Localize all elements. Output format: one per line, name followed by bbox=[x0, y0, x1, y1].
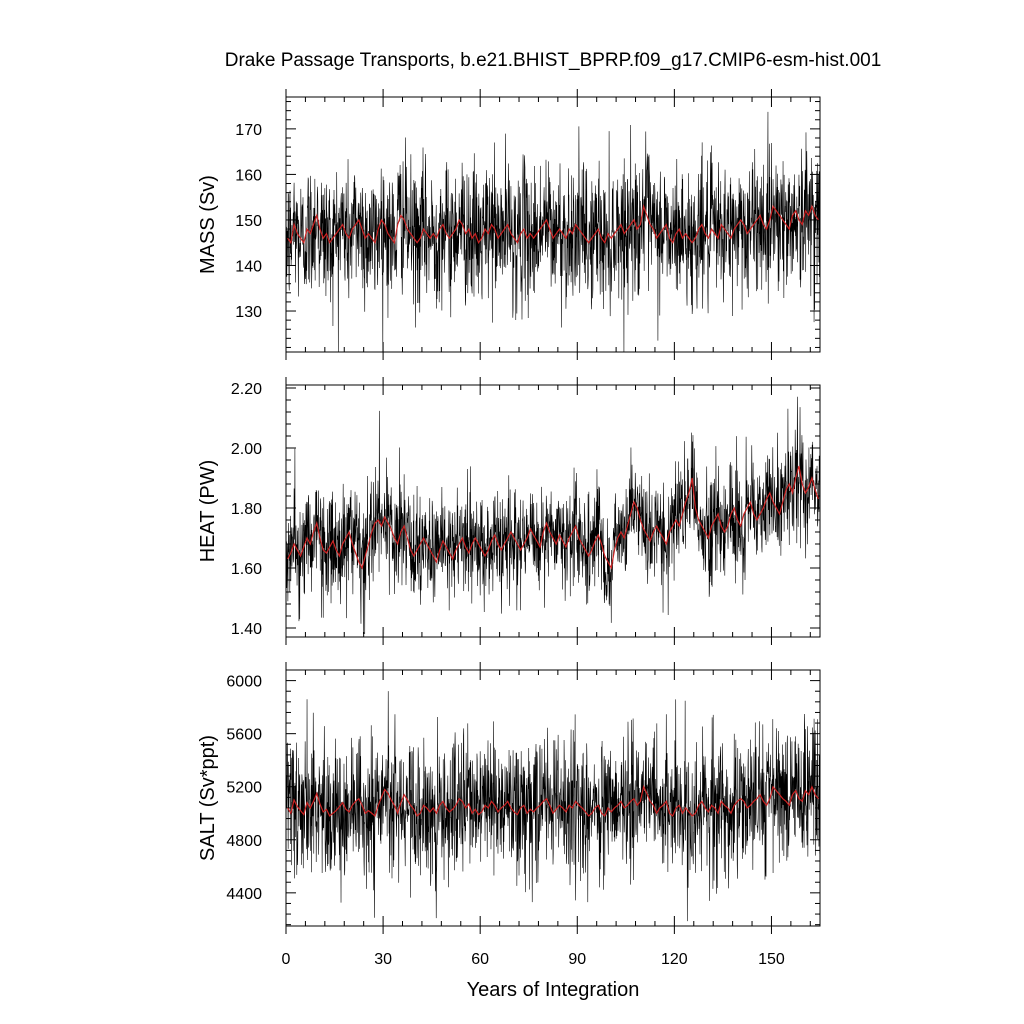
y-tick-label: 6000 bbox=[226, 674, 262, 691]
y-axis-title: SALT (Sv*ppt) bbox=[197, 735, 219, 861]
y-tick-label: 1.80 bbox=[231, 501, 262, 518]
x-tick-label: 90 bbox=[568, 951, 586, 968]
y-tick-label: 5600 bbox=[226, 727, 262, 744]
panel-2: 1.40 1.60 1.80 2.00 2.20 HEAT (PW) bbox=[197, 377, 821, 645]
panel-1: 130 140 150 160 170 MASS (Sv) bbox=[197, 89, 821, 360]
series-monthly bbox=[286, 396, 820, 635]
y-tick-label: 4800 bbox=[226, 833, 262, 850]
chart-panels: 130 140 150 160 170 MASS (Sv) 1.40 1.60 1.80 2.00… bbox=[197, 89, 821, 968]
plot-frame bbox=[285, 384, 821, 638]
y-tick-label: 150 bbox=[235, 213, 262, 230]
y-tick-label: 130 bbox=[235, 304, 262, 321]
y-tick-label: 1.40 bbox=[231, 621, 262, 638]
x-axis-title: Years of Integration bbox=[467, 979, 640, 1001]
series-monthly bbox=[286, 111, 820, 352]
chart-title: Drake Passage Transports, b.e21.BHIST_BP… bbox=[225, 50, 882, 71]
y-tick-label: 160 bbox=[235, 167, 262, 184]
y-tick-label: 140 bbox=[235, 258, 262, 275]
series-annual-mean bbox=[287, 465, 819, 570]
y-axis-title: MASS (Sv) bbox=[197, 175, 219, 274]
y-tick-label: 2.00 bbox=[231, 441, 262, 458]
x-tick-label: 0 bbox=[282, 951, 291, 968]
series-annual-mean bbox=[287, 784, 819, 817]
y-tick-label: 2.20 bbox=[231, 381, 262, 398]
x-tick-label: 120 bbox=[661, 951, 688, 968]
y-tick-label: 1.60 bbox=[231, 561, 262, 578]
series-monthly bbox=[286, 691, 820, 922]
x-tick-label: 60 bbox=[471, 951, 489, 968]
y-axis-title: HEAT (PW) bbox=[197, 460, 219, 563]
panel-3: 4400 4800 5200 5600 6000 SALT (Sv*ppt) 0 30 60 90… bbox=[197, 662, 821, 968]
y-tick-label: 5200 bbox=[226, 780, 262, 797]
y-tick-label: 170 bbox=[235, 122, 262, 139]
x-tick-label: 150 bbox=[758, 951, 785, 968]
y-tick-label: 4400 bbox=[226, 886, 262, 903]
series-annual-mean bbox=[287, 203, 819, 245]
x-tick-label: 30 bbox=[374, 951, 392, 968]
plot-frame bbox=[285, 669, 821, 927]
